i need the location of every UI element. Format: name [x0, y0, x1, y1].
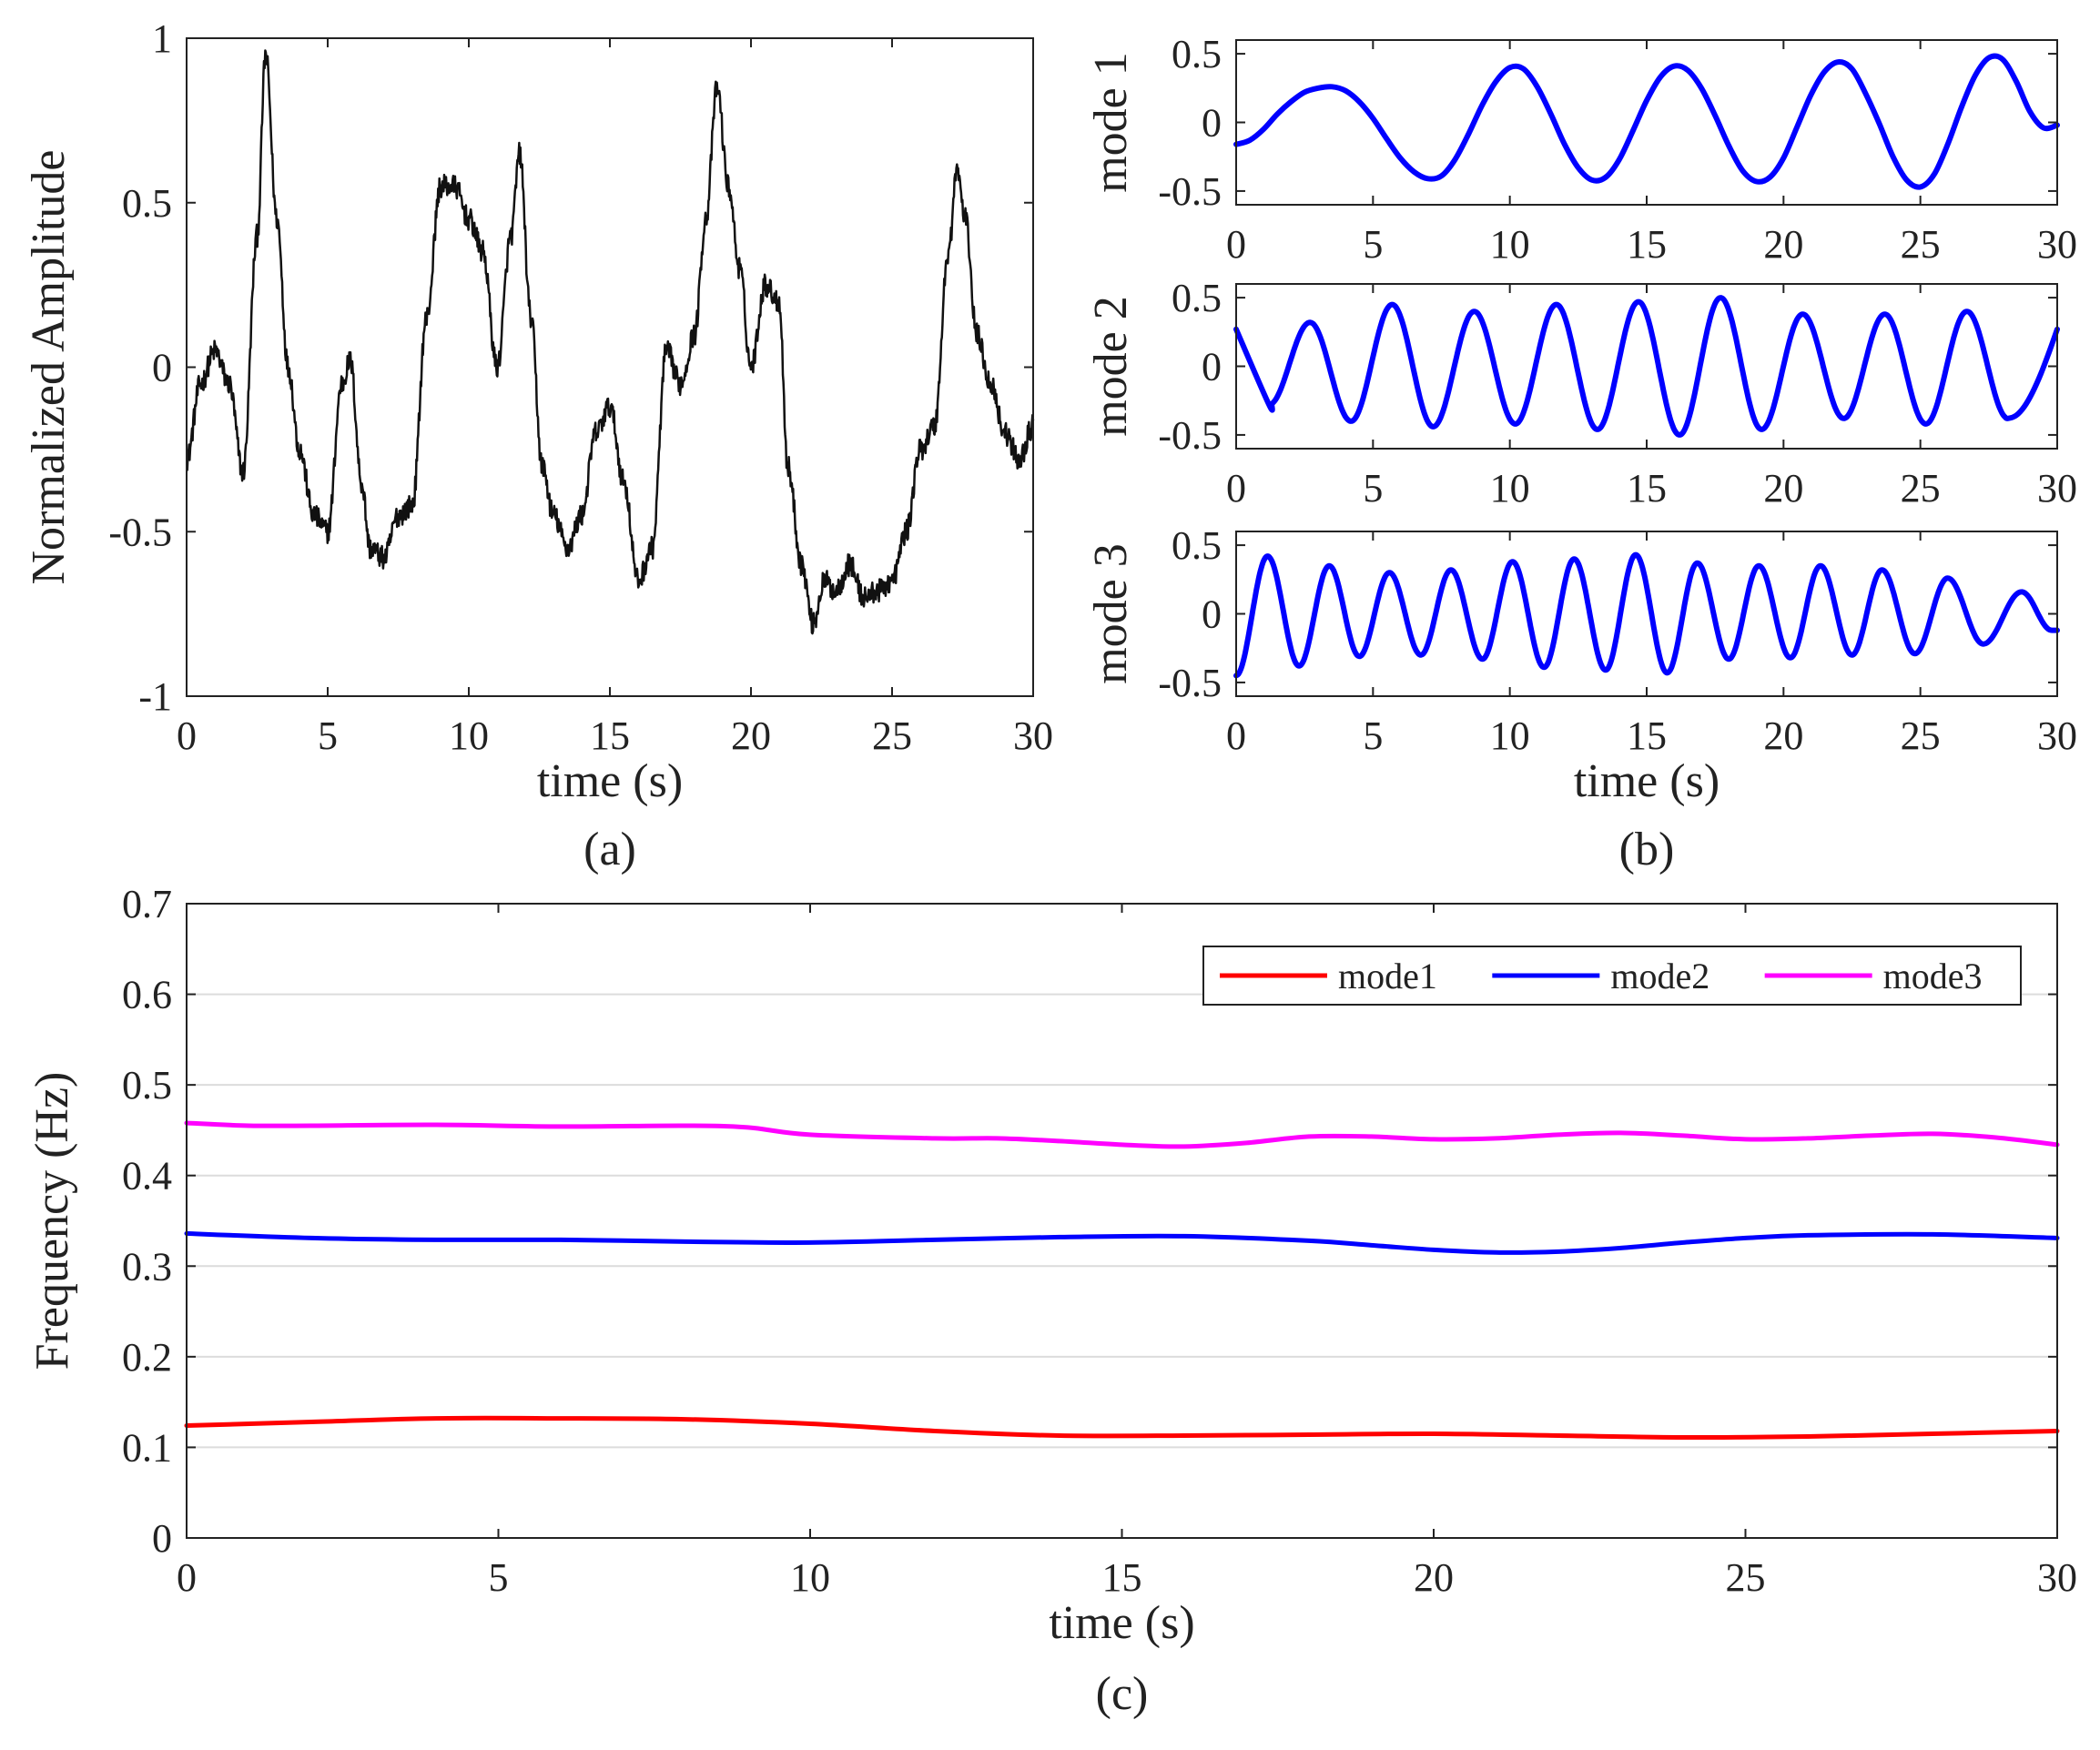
y-tick-label-b3-0: 0.5 [1172, 523, 1222, 568]
caption-a: (a) [583, 824, 636, 875]
x-tick-label-b2-6: 30 [2037, 466, 2077, 511]
series-line-mode3 [184, 1120, 2060, 1149]
y-axis-title-b1: mode 1 [1085, 52, 1137, 193]
y-tick-label-a-2: 0 [152, 346, 172, 390]
x-tick-label-b1-1: 5 [1363, 222, 1383, 267]
x-tick-label-b2-0: 0 [1226, 466, 1246, 511]
y-tick-label-c-7: 0.7 [122, 882, 172, 926]
x-axis-title-a: time (s) [537, 755, 683, 807]
x-tick-label-a-2: 10 [449, 713, 489, 758]
x-tick-label-c-5: 25 [1726, 1555, 1766, 1600]
x-tick-label-b3-1: 5 [1363, 713, 1383, 758]
axes-box-a [186, 37, 1034, 697]
x-tick-label-c-3: 15 [1102, 1555, 1142, 1600]
caption-c: (c) [1096, 1668, 1149, 1720]
x-tick-label-b3-0: 0 [1226, 713, 1246, 758]
y-tick-label-a-0: -1 [138, 674, 172, 719]
y-tick-label-b2-1: 0 [1202, 345, 1222, 389]
x-tick-label-b1-4: 20 [1763, 222, 1803, 267]
x-tick-label-c-2: 10 [790, 1555, 830, 1600]
y-tick-label-c-0: 0 [152, 1516, 172, 1561]
legend-box [1202, 946, 2022, 1006]
y-tick-label-b3-2: -0.5 [1158, 661, 1222, 705]
y-tick-label-b3-1: 0 [1202, 592, 1222, 637]
y-tick-label-a-4: 1 [152, 16, 172, 61]
legend-label-mode1: mode1 [1338, 956, 1437, 996]
legend-label-mode3: mode3 [1883, 956, 1983, 996]
x-tick-label-b2-4: 20 [1763, 466, 1803, 511]
y-tick-label-a-3: 0.5 [122, 181, 172, 226]
x-tick-label-a-1: 5 [318, 713, 338, 758]
y-tick-label-b2-2: -0.5 [1158, 413, 1222, 458]
y-tick-label-b2-0: 0.5 [1172, 276, 1222, 320]
y-tick-label-c-2: 0.2 [122, 1335, 172, 1380]
y-tick-label-b1-0: 0.5 [1172, 32, 1222, 76]
series-line-mode-1 [1233, 53, 2060, 190]
x-tick-label-b1-2: 10 [1490, 222, 1530, 267]
y-tick-label-a-1: -0.5 [108, 510, 172, 554]
x-tick-label-b1-0: 0 [1226, 222, 1246, 267]
series-line-mode2 [184, 1230, 2060, 1255]
x-tick-label-c-4: 20 [1414, 1555, 1454, 1600]
y-axis-title-b2: mode 2 [1085, 296, 1137, 437]
x-tick-label-c-0: 0 [177, 1555, 197, 1600]
chart-a: 0 5 10 15 20 25 30 -1 -0.5 0 0.5 1 Normalized Amplit… [23, 16, 1053, 875]
series-line-mode-3 [1233, 551, 2060, 679]
x-tick-label-b2-3: 15 [1627, 466, 1667, 511]
x-tick-label-b3-4: 20 [1763, 713, 1803, 758]
x-tick-label-b2-5: 25 [1901, 466, 1941, 511]
y-tick-label-c-4: 0.4 [122, 1154, 172, 1199]
y-tick-label-c-3: 0.3 [122, 1244, 172, 1289]
x-tick-label-c-1: 5 [489, 1555, 509, 1600]
y-axis-title-c: Frequency (Hz) [26, 1072, 78, 1371]
x-tick-label-b1-5: 25 [1901, 222, 1941, 267]
caption-b3: (b) [1619, 824, 1675, 875]
x-tick-label-b3-2: 10 [1490, 713, 1530, 758]
x-tick-label-b2-1: 5 [1363, 466, 1383, 511]
x-tick-label-b3-6: 30 [2037, 713, 2077, 758]
y-tick-label-b1-2: -0.5 [1158, 169, 1222, 214]
series-line-signal [186, 49, 1035, 635]
series-line-mode-2 [1233, 295, 2060, 438]
series-line-mode1 [184, 1415, 2060, 1441]
x-tick-label-b3-5: 25 [1901, 713, 1941, 758]
x-tick-label-a-3: 15 [590, 713, 630, 758]
x-axis-title-c: time (s) [1049, 1597, 1194, 1649]
y-axis-title-a: Normalized Amplitude [23, 149, 75, 584]
x-axis-title-b3: time (s) [1574, 755, 1720, 807]
y-tick-label-c-6: 0.6 [122, 973, 172, 1017]
x-tick-label-b3-3: 15 [1627, 713, 1667, 758]
x-tick-label-a-5: 25 [872, 713, 912, 758]
x-tick-label-b1-3: 15 [1627, 222, 1667, 267]
y-axis-title-b3: mode 3 [1085, 543, 1137, 684]
y-tick-label-c-5: 0.5 [122, 1063, 172, 1108]
y-tick-label-b1-1: 0 [1202, 101, 1222, 146]
x-tick-label-c-6: 30 [2037, 1555, 2077, 1600]
x-tick-label-b2-2: 10 [1490, 466, 1530, 511]
x-tick-label-a-0: 0 [177, 713, 197, 758]
legend-label-mode2: mode2 [1610, 956, 1709, 996]
x-tick-label-b1-6: 30 [2037, 222, 2077, 267]
axes-box-b1 [1235, 39, 2058, 206]
y-tick-label-c-1: 0.1 [122, 1425, 172, 1470]
legend: mode1 mode2 mode3 [1202, 946, 2022, 1006]
x-tick-label-a-4: 20 [731, 713, 771, 758]
x-tick-label-a-6: 30 [1013, 713, 1053, 758]
chart-c: 0 5 10 15 20 25 30 0 0.1 0.2 0.3 0.4 0.5 0.6 0.7 Freque… [26, 882, 2077, 1720]
